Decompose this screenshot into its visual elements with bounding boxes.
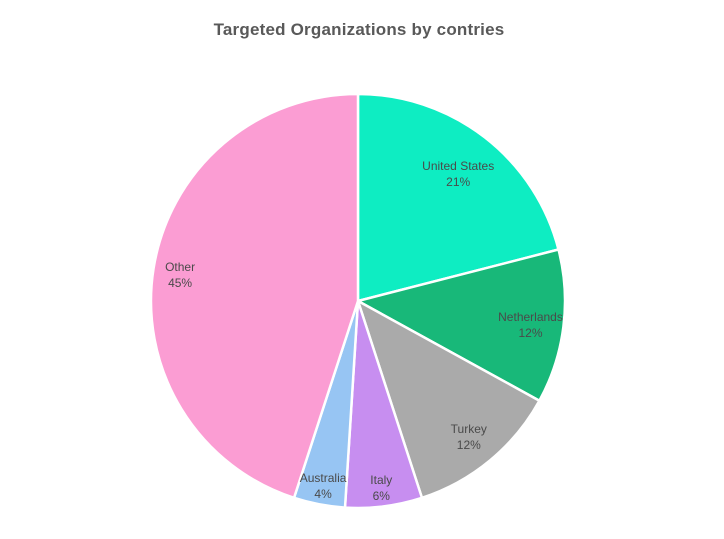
slice-label-turkey: Turkey 12%: [451, 422, 487, 452]
slice-label-italy: Italy 6%: [370, 473, 392, 503]
pie-slice-turkey: [356, 299, 541, 500]
pie-slice-netherlands: [356, 248, 567, 402]
pie-slice-other: [149, 92, 360, 500]
slice-label-australia: Australia 4%: [300, 471, 347, 501]
pie-slice-united-states: [356, 92, 560, 303]
chart-title: Targeted Organizations by contries: [213, 20, 505, 39]
slice-label-netherlands: Netherlands 12%: [498, 310, 563, 340]
slice-label-other: Other 45%: [165, 260, 195, 290]
slice-label-united-states: United States 21%: [422, 159, 494, 189]
